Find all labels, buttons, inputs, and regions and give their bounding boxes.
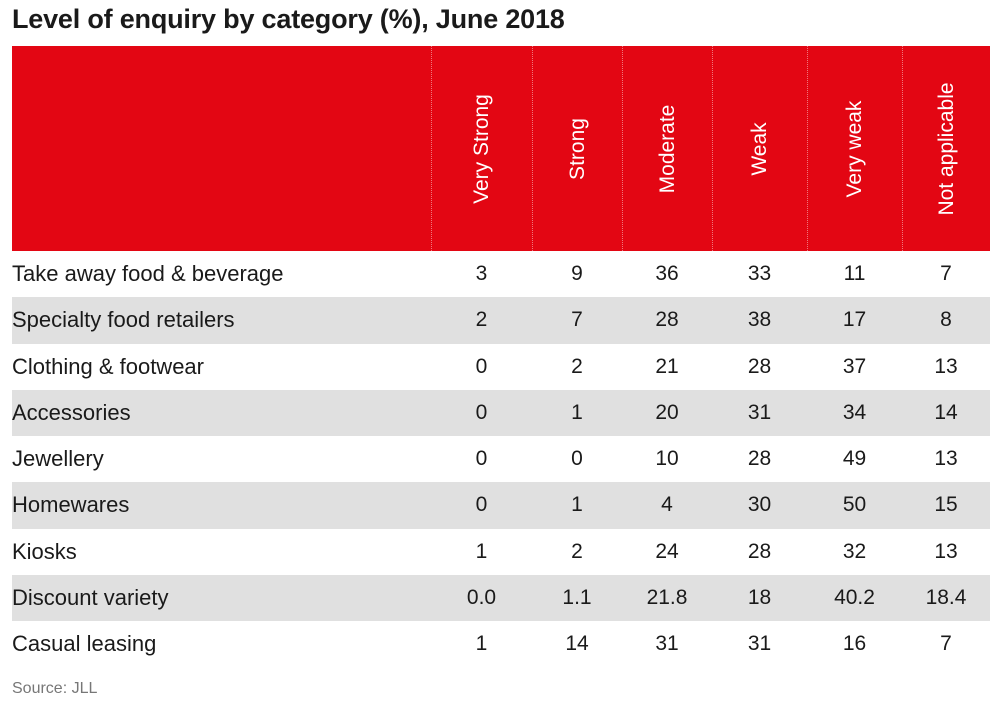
column-header-label: Not applicable xyxy=(934,81,958,216)
column-header: Very weak xyxy=(807,46,902,251)
table-cell: 31 xyxy=(747,400,772,424)
row-category-label: Take away food & beverage xyxy=(12,261,284,286)
table-cell: 37 xyxy=(842,354,867,378)
table-cell: 21 xyxy=(655,354,679,378)
table-cell: 17 xyxy=(842,308,867,332)
table-cell: 9 xyxy=(571,262,583,285)
table-cell: 31 xyxy=(655,632,679,656)
table-row: Casual leasing 1 14 31 31 16 7 xyxy=(12,621,990,667)
table-cell: 2 xyxy=(571,539,583,563)
table-cell: 1 xyxy=(475,539,488,563)
table-cell: 38 xyxy=(747,308,772,332)
table-cell: 2 xyxy=(571,354,583,378)
table-cell: 14 xyxy=(565,632,589,656)
table-cell: 0.0 xyxy=(466,586,497,610)
table-cell: 33 xyxy=(747,262,772,285)
table-cell: 21.8 xyxy=(646,586,688,610)
table-cell: 0 xyxy=(475,400,488,424)
column-header-label: Weak xyxy=(748,121,771,176)
table-cell: 15 xyxy=(934,493,958,517)
table-row: Accessories 0 1 20 31 34 14 xyxy=(12,389,990,437)
row-category-label: Specialty food retailers xyxy=(12,307,235,333)
table-cell: 31 xyxy=(747,632,772,656)
row-category-label: Homewares xyxy=(12,492,130,518)
table-cell: 28 xyxy=(747,447,772,471)
column-header: Moderate xyxy=(622,46,712,251)
table-cell: 18.4 xyxy=(925,586,967,610)
table-cell: 13 xyxy=(934,354,958,378)
table-cell: 7 xyxy=(940,632,952,656)
column-header-label: Strong xyxy=(565,117,589,180)
table-cell: 40.2 xyxy=(834,586,875,610)
table-cell: 0 xyxy=(475,447,488,471)
table-cell: 32 xyxy=(842,539,867,563)
column-header-label: Very weak xyxy=(843,100,866,197)
table-cell: 30 xyxy=(747,493,772,517)
column-header-label: Very Strong xyxy=(470,93,493,204)
table-cell: 20 xyxy=(655,400,679,424)
table-cell: 16 xyxy=(842,632,867,656)
table-cell: 34 xyxy=(842,400,867,424)
row-category-label: Kiosks xyxy=(12,538,77,564)
row-category-label: Discount variety xyxy=(12,585,169,611)
table-cell: 7 xyxy=(571,308,583,332)
table-cell: 36 xyxy=(655,262,679,285)
table-cell: 18 xyxy=(747,586,772,610)
row-category-label: Accessories xyxy=(12,399,131,425)
table-row: Homewares 0 1 4 30 50 15 xyxy=(12,482,990,529)
table-row: Jewellery 0 0 10 28 49 13 xyxy=(12,436,990,482)
table-cell: 28 xyxy=(747,539,772,563)
table-cell: 7 xyxy=(940,262,952,285)
table-cell: 13 xyxy=(934,539,958,563)
table-row: Discount variety 0.0 1.1 21.8 18 40.2 18.4 xyxy=(12,575,990,622)
chart-title: Level of enquiry by category (%), June 2… xyxy=(12,4,565,34)
table-row: Clothing & footwear 0 2 21 28 37 13 xyxy=(12,344,990,390)
table-header: Very Strong Strong Moderate Weak Very weak No… xyxy=(12,46,990,251)
column-header: Not applicable xyxy=(902,46,990,251)
table-cell: 24 xyxy=(655,539,679,563)
table-cell: 11 xyxy=(843,262,866,285)
source-note: Source: JLL xyxy=(12,680,98,697)
table-cell: 0 xyxy=(475,493,488,517)
table-cell: 2 xyxy=(475,308,488,332)
enquiry-table: Very Strong Strong Moderate Weak Very weak No… xyxy=(12,46,990,668)
table-cell: 1 xyxy=(475,632,488,656)
table-cell: 28 xyxy=(655,308,679,332)
table-cell: 3 xyxy=(475,262,488,285)
table-cell: 50 xyxy=(842,493,867,517)
table-cell: 4 xyxy=(661,493,673,517)
row-category-label: Clothing & footwear xyxy=(12,353,204,379)
column-header: Strong xyxy=(532,46,622,251)
row-category-label: Jewellery xyxy=(12,446,104,472)
table-row: Take away food & beverage 3 9 36 33 11 7 xyxy=(12,251,990,297)
table-cell: 0 xyxy=(475,354,488,378)
table-cell: 1 xyxy=(571,400,583,424)
table-cell: 1.1 xyxy=(562,586,592,610)
table-cell: 13 xyxy=(934,447,958,471)
column-header-label: Moderate xyxy=(655,104,679,193)
column-header: Weak xyxy=(712,46,807,251)
row-category-label: Casual leasing xyxy=(12,631,157,657)
table-cell: 0 xyxy=(571,447,583,471)
table-cell: 10 xyxy=(655,447,679,471)
column-header: Very Strong xyxy=(431,46,532,251)
table-row: Kiosks 1 2 24 28 32 13 xyxy=(12,529,990,575)
table-cell: 8 xyxy=(940,308,952,332)
table-cell: 49 xyxy=(842,447,867,471)
table-cell: 1 xyxy=(571,493,583,517)
table-row: Specialty food retailers 2 7 28 38 17 8 xyxy=(12,297,990,344)
table-cell: 14 xyxy=(934,400,958,424)
table-body: Take away food & beverage 3 9 36 33 11 7 Specia… xyxy=(12,251,990,668)
table-cell: 28 xyxy=(747,354,772,378)
